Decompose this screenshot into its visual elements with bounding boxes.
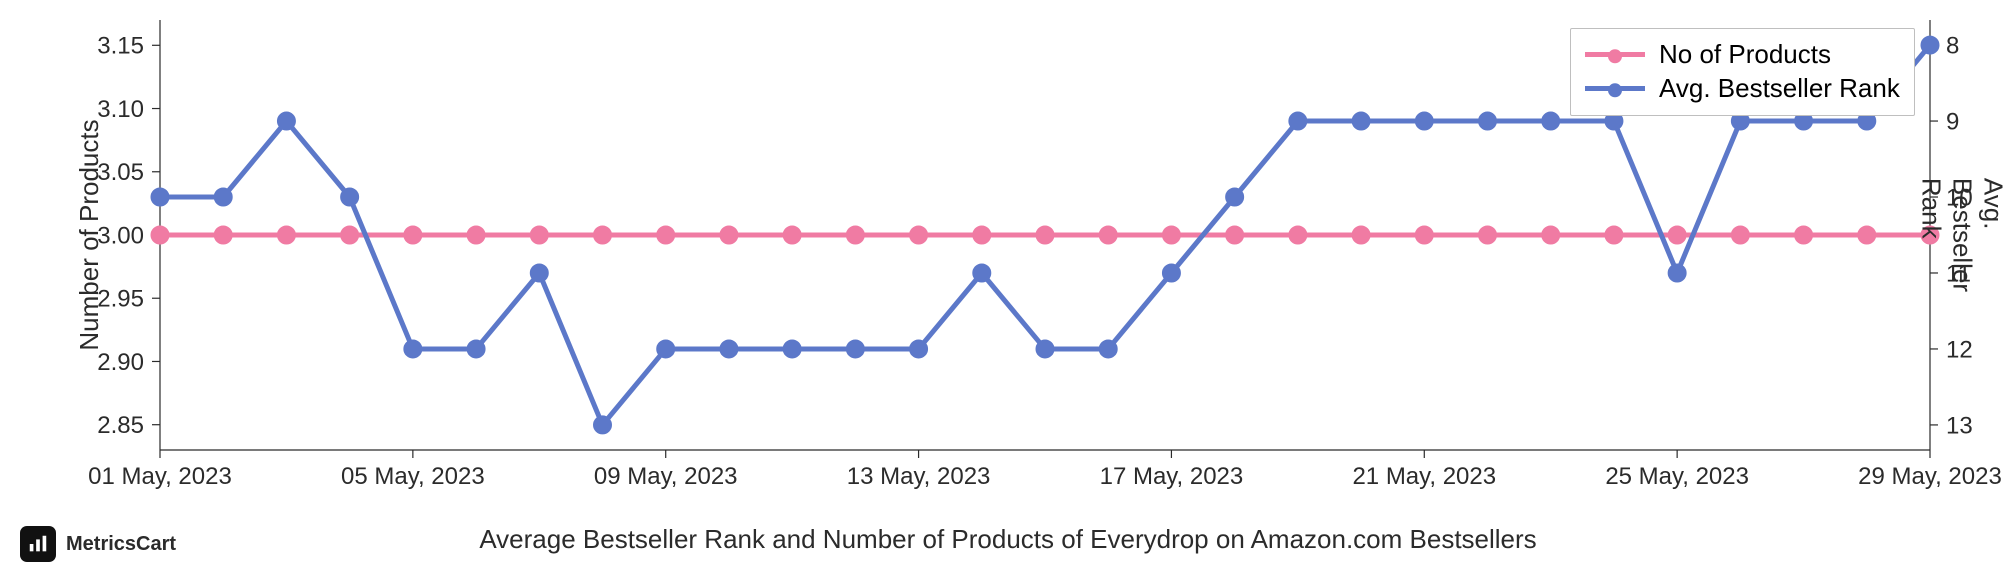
y-axis-left-label: Number of Products [74,119,105,350]
legend-label-rank: Avg. Bestseller Rank [1659,73,1900,104]
legend-item-products: No of Products [1585,37,1900,71]
svg-text:01 May, 2023: 01 May, 2023 [88,463,232,490]
svg-text:9: 9 [1946,108,1959,135]
brand-badge-container: MetricsCart [20,526,176,562]
y-axis-right-label: Avg. Bestseller Rank [1915,178,2008,292]
legend-swatch-products [1585,52,1645,57]
metricscart-logo-icon [20,526,56,562]
svg-text:17 May, 2023: 17 May, 2023 [1100,463,1244,490]
svg-text:29 May, 2023: 29 May, 2023 [1858,463,2002,490]
svg-text:05 May, 2023: 05 May, 2023 [341,463,485,490]
legend-item-rank: Avg. Bestseller Rank [1585,71,1900,105]
chart-container: 01 May, 2023 05 May, 2023 09 May, 2023 13 M… [0,0,2016,576]
svg-text:2.85: 2.85 [97,412,144,439]
legend-label-products: No of Products [1659,39,1831,70]
svg-text:25 May, 2023: 25 May, 2023 [1605,463,1749,490]
svg-text:8: 8 [1946,32,1959,59]
legend: No of Products Avg. Bestseller Rank [1570,28,1915,116]
svg-text:21 May, 2023: 21 May, 2023 [1352,463,1496,490]
svg-text:09 May, 2023: 09 May, 2023 [594,463,738,490]
chart-caption: Average Bestseller Rank and Number of Pr… [0,524,2016,555]
svg-text:2.90: 2.90 [97,349,144,376]
brand-name: MetricsCart [66,533,176,556]
svg-text:12: 12 [1946,336,1973,363]
legend-swatch-rank [1585,86,1645,91]
svg-text:13 May, 2023: 13 May, 2023 [847,463,991,490]
svg-text:3.15: 3.15 [97,33,144,60]
svg-text:13: 13 [1946,412,1973,439]
